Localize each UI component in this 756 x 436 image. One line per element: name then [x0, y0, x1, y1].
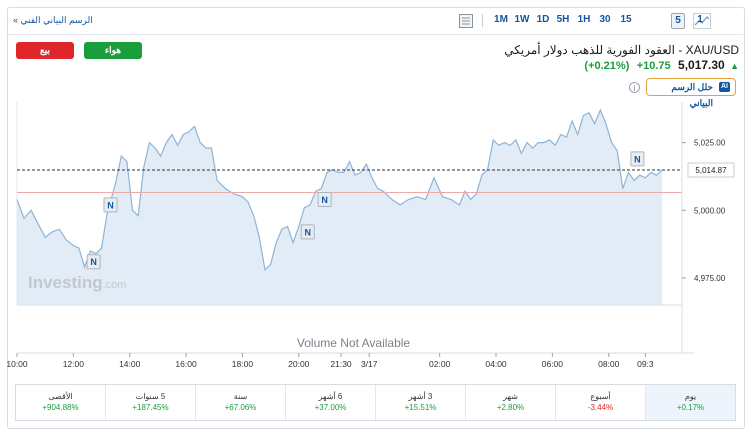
line-chart-icon[interactable]	[693, 13, 711, 29]
change-percent: (+0.21%)	[584, 60, 630, 72]
news-marker-box	[317, 191, 332, 207]
performance-period: الأقصى	[48, 392, 73, 401]
x-tick-label: 18:00	[232, 359, 254, 369]
news-marker-box	[103, 197, 118, 213]
timeframe-30[interactable]: 30	[599, 14, 611, 25]
performance-cell[interactable]: يوم +0.17%	[646, 385, 735, 420]
performance-change: +37.00%	[314, 403, 347, 412]
performance-period: 3 أشهر	[408, 392, 433, 401]
performance-period: 6 أشهر	[318, 392, 343, 401]
price-row: (+0.21%) +10.75 5,017.30 ▲	[584, 58, 739, 72]
performance-period: يوم	[684, 392, 697, 401]
chart-axes: 5,025.00 5,000.00 4,975.00 10:00 12:00 14:00 1…	[6, 139, 735, 369]
x-tick-label: 09:3	[637, 359, 654, 369]
ai-icon: AI	[719, 82, 730, 92]
performance-change: +2.80%	[496, 403, 525, 412]
x-tick-label: 02:00	[429, 359, 451, 369]
x-tick-label: 04:00	[485, 359, 507, 369]
news-marker[interactable]: N	[86, 254, 101, 270]
timeframe-15[interactable]: 15	[620, 14, 632, 25]
arrow-up-icon: ▲	[730, 61, 739, 71]
analyze-chart-label: حلل الرسم البياني	[671, 82, 713, 108]
chart-toolbar: الرسم البياني الفني »	[7, 7, 743, 35]
info-icon[interactable]: i	[629, 82, 640, 93]
y-tick-label: 4,975.00	[694, 274, 726, 283]
buy-button[interactable]: هواء	[84, 42, 142, 59]
performance-change: -3.44%	[587, 403, 614, 412]
x-tick-label: 08:00	[598, 359, 620, 369]
toolbar-divider	[482, 14, 483, 27]
performance-cell[interactable]: شهر +2.80%	[466, 385, 556, 420]
x-tick-label: 21:30	[330, 359, 352, 369]
x-tick-label: 12:00	[63, 359, 85, 369]
news-marker-box	[630, 151, 645, 167]
news-marker[interactable]: N	[300, 224, 315, 240]
y-tick-label: 5,000.00	[694, 206, 726, 215]
performance-cell[interactable]: سنة +67.06%	[196, 385, 286, 420]
performance-strip: الأقصى +904.88% 5 سنوات +187.45% سنة +67.06% 6…	[15, 384, 736, 421]
x-tick-label: 16:00	[175, 359, 197, 369]
performance-change: +904.88%	[42, 403, 79, 412]
news-marker-label: N	[634, 154, 641, 164]
news-marker-box	[300, 224, 315, 240]
x-tick-label: 3/17	[361, 359, 378, 369]
news-marker[interactable]: N	[317, 191, 332, 207]
instrument-title: XAU/USD - العقود الفورية للذهب دولار أمر…	[504, 43, 739, 57]
news-marker-label: N	[107, 200, 114, 210]
performance-period: سنة	[233, 392, 248, 401]
performance-period: أسبوع	[590, 392, 611, 401]
watermark: Investing.com	[28, 273, 126, 292]
y-tick-label: 5,025.00	[694, 139, 726, 148]
x-tick-label: 10:00	[6, 359, 28, 369]
x-tick-label: 14:00	[119, 359, 141, 369]
price-chart[interactable]: 5,025.00 5,000.00 4,975.00 10:00 12:00 14:00 1…	[0, 0, 756, 384]
performance-cell[interactable]: أسبوع -3.44%	[556, 385, 646, 420]
performance-period: 5 سنوات	[135, 392, 166, 401]
news-marker[interactable]: N	[630, 151, 645, 167]
performance-period: شهر	[503, 392, 518, 401]
timeframe-1[interactable]: 1	[697, 14, 703, 25]
sell-button[interactable]: بيع	[16, 42, 74, 59]
candlestick-icon[interactable]	[458, 13, 474, 29]
news-marker[interactable]: N	[103, 197, 118, 213]
news-marker-box	[86, 254, 101, 270]
x-tick-label: 20:00	[288, 359, 310, 369]
last-price: 5,017.30	[678, 58, 725, 72]
news-marker-label: N	[321, 195, 328, 205]
analyze-chart-button[interactable]: AI حلل الرسم البياني	[646, 78, 736, 108]
timeframe-1w[interactable]: 1W	[514, 14, 530, 25]
timeframe-5h[interactable]: 5H	[556, 14, 570, 25]
performance-change: +187.45%	[132, 403, 169, 412]
performance-change: +67.06%	[224, 403, 257, 412]
news-marker-label: N	[90, 257, 97, 267]
price-line	[16, 108, 663, 272]
performance-cell[interactable]: الأقصى +904.88%	[16, 385, 106, 420]
full-chart-link[interactable]: الرسم البياني الفني »	[13, 15, 93, 25]
performance-change: +0.17%	[676, 403, 705, 412]
change-value: +10.75	[636, 60, 671, 72]
performance-cell[interactable]: 3 أشهر +15.51%	[376, 385, 466, 420]
timeframe-1h[interactable]: 1H	[577, 14, 591, 25]
news-marker-label: N	[304, 227, 311, 237]
performance-cell[interactable]: 6 أشهر +37.00%	[286, 385, 376, 420]
performance-cell[interactable]: 5 سنوات +187.45%	[106, 385, 196, 420]
performance-change: +15.51%	[404, 403, 437, 412]
timeframe-1d[interactable]: 1D	[536, 14, 550, 25]
last-price-tag	[687, 162, 735, 178]
timeframe-1m[interactable]: 1M	[494, 14, 508, 25]
x-tick-label: 06:00	[542, 359, 564, 369]
last-price-tag-label: 5,014.87	[695, 166, 727, 175]
news-markers: N N N N N	[86, 151, 645, 270]
volume-note: Volume Not Available	[297, 336, 411, 350]
timeframe-5[interactable]: 5	[671, 13, 685, 29]
price-area	[17, 110, 663, 305]
